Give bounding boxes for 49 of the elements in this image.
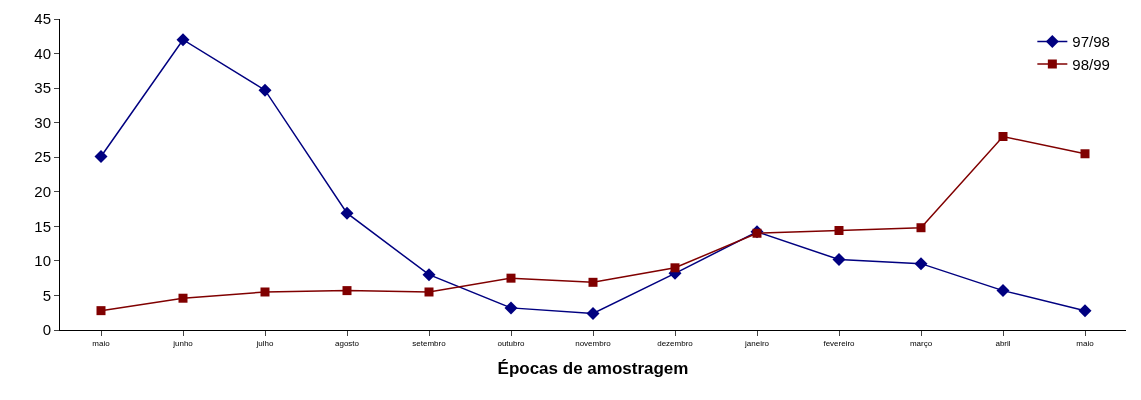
y-tick-label: 15 <box>34 217 51 235</box>
point <box>258 83 272 97</box>
point <box>424 287 434 297</box>
point <box>1078 304 1092 318</box>
x-tick-label: julho <box>255 338 274 348</box>
y-tick-label: 0 <box>42 321 51 339</box>
x-tick-label: abril <box>995 338 1011 348</box>
y-tick-label: 10 <box>34 252 51 270</box>
y-tick-label: 5 <box>42 286 51 304</box>
point <box>260 287 270 297</box>
point <box>998 131 1008 141</box>
point <box>178 293 188 303</box>
point <box>96 306 106 316</box>
x-tick-label: novembro <box>575 338 612 348</box>
legend-label: 97/98 <box>1072 33 1110 51</box>
point <box>586 306 600 320</box>
x-tick-label: março <box>909 338 933 348</box>
point <box>176 33 190 47</box>
y-tick-label: 45 <box>34 10 51 28</box>
point <box>996 284 1010 298</box>
x-tick-label: fevereiro <box>823 338 856 348</box>
x-tick-label: maio <box>1076 338 1095 348</box>
point <box>914 257 928 271</box>
point <box>340 206 354 220</box>
point <box>588 277 598 287</box>
y-tick-label: 30 <box>34 113 51 131</box>
y-tick-label: 35 <box>34 79 51 97</box>
x-tick-label: outubro <box>497 338 526 348</box>
point <box>916 223 926 233</box>
point <box>670 263 680 273</box>
point <box>832 253 846 267</box>
y-tick-label: 20 <box>34 183 51 201</box>
x-tick-label: setembro <box>412 338 447 348</box>
point <box>422 268 436 282</box>
legend-label: 98/99 <box>1072 55 1110 73</box>
x-tick-label: agosto <box>334 338 360 348</box>
point <box>834 225 844 235</box>
point <box>342 286 352 296</box>
point <box>506 273 516 283</box>
x-tick-label: dezembro <box>657 338 694 348</box>
point <box>1080 149 1090 159</box>
point <box>504 301 518 315</box>
x-tick-label: janeiro <box>743 338 770 348</box>
x-axis-title: Épocas de amostragem <box>497 359 689 378</box>
y-tick-label: 40 <box>34 44 51 62</box>
y-tick-label: 25 <box>34 148 51 166</box>
x-tick-label: junho <box>172 338 194 348</box>
x-tick-label: maio <box>92 338 111 348</box>
point <box>94 150 108 164</box>
